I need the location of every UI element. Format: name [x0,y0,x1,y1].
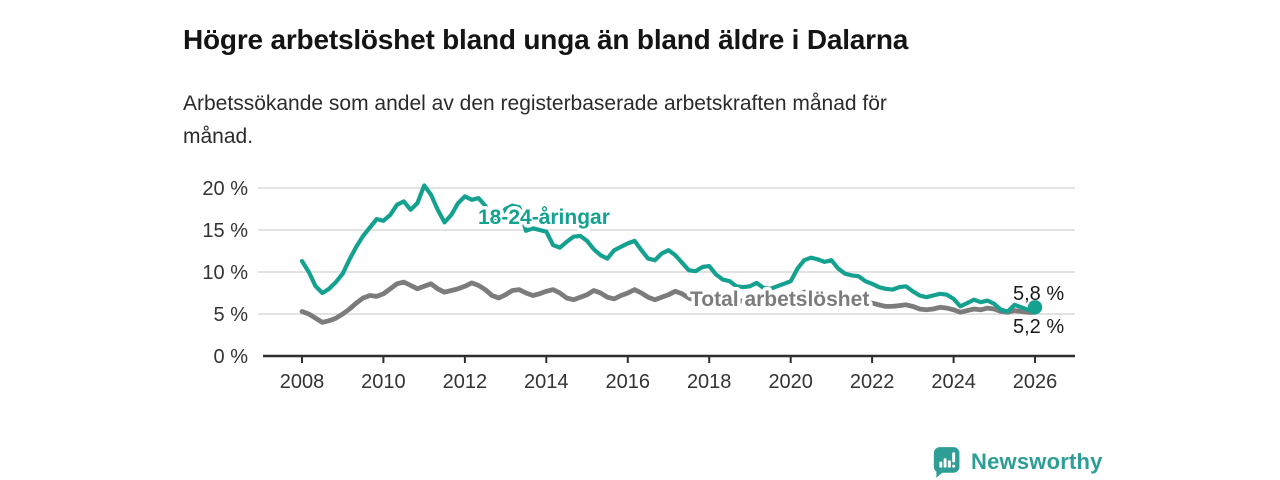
x-tick-label: 2026 [1013,371,1058,393]
y-tick-label: 5 % [214,304,249,326]
y-tick-label: 20 % [202,178,248,200]
line-chart: 0 % 5 % 10 % 15 % 20 % 2008 2010 2012 2014 2016 20… [180,160,1100,410]
x-tick-label: 2012 [443,371,488,393]
x-tick-label: 2020 [768,371,813,393]
x-tick-label: 2022 [850,371,895,393]
bar-chart-speech-bubble-icon [933,446,960,478]
y-tick-label: 10 % [202,262,248,284]
brand-name: Newsworthy [971,449,1103,474]
series-line-1 [299,183,1038,314]
x-tick-label: 2014 [524,371,569,393]
x-tick-label: 2016 [606,371,651,393]
series-line-0 [299,279,1038,325]
chart-subtitle: Arbetssökande som andel av den registerb… [183,92,887,148]
x-tick-label: 2018 [687,371,732,393]
series-label-0: Total arbetslöshet [690,288,869,311]
x-tick-label: 2008 [280,371,325,393]
newsworthy-branding: Newsworthy [933,446,1103,478]
y-tick-label: 0 % [214,346,249,368]
series-end-label-1: 5,8 % [1013,283,1064,305]
series-label-1: 18-24-åringar [478,206,610,229]
x-tick-label: 2010 [361,371,406,393]
chart-canvas: 0 % 5 % 10 % 15 % 20 % 2008 2010 2012 2014 2016 20… [202,178,1075,393]
series-end-label-0: 5,2 % [1013,316,1064,338]
y-tick-label: 15 % [202,220,248,242]
series-end-dot-1 [1027,300,1043,315]
page-title: Högre arbetslöshet bland unga än bland ä… [183,23,909,55]
x-tick-label: 2024 [931,371,976,393]
